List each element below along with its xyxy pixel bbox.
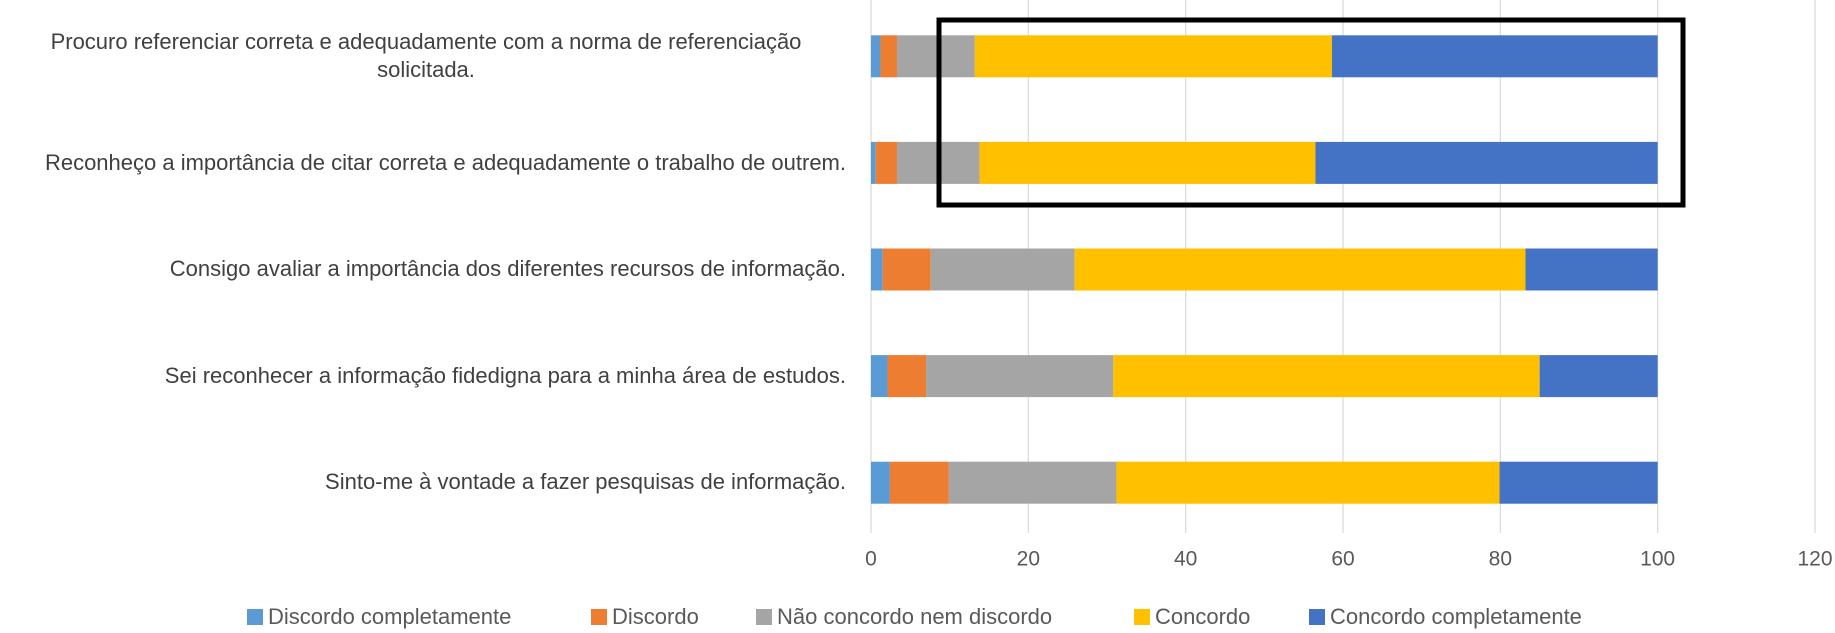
bar-segment (871, 35, 881, 78)
bar-segment (871, 461, 890, 504)
x-tick-label: 60 (1331, 548, 1354, 571)
legend-label: Concordo (1155, 604, 1250, 629)
bar-segment (930, 248, 1075, 291)
bar-segment (1525, 248, 1658, 291)
category-text: Sinto-me à vontade a fazer pesquisas de … (325, 469, 846, 495)
bar-segment (1331, 35, 1658, 78)
legend-swatch (1134, 609, 1150, 625)
bar-segment (896, 35, 975, 78)
category-text: Reconheço a importância de citar correta… (44, 149, 846, 175)
bar-segment (1499, 461, 1658, 504)
legend-swatch (1309, 609, 1325, 625)
category-text: Consigo avaliar a importância dos difere… (169, 256, 846, 282)
x-tick-label: 40 (1174, 548, 1197, 571)
bar-segment (1074, 248, 1526, 291)
x-tick-label: 120 (1797, 548, 1832, 571)
category-label: Procuro referenciar correta e adequadame… (6, 6, 846, 106)
bar-segment (974, 35, 1332, 78)
x-tick-label: 20 (1017, 548, 1040, 571)
bar-segment (871, 141, 876, 184)
bar-segment (926, 355, 1114, 398)
bar-segment (880, 35, 897, 78)
x-tick-label: 0 (865, 548, 877, 571)
category-text: Procuro referenciar correta e adequadame… (50, 28, 802, 83)
bar-segment (1315, 141, 1658, 184)
x-tick-label: 100 (1640, 548, 1675, 571)
bar-segment (1113, 355, 1540, 398)
category-text: Sei reconhecer a informação fidedigna pa… (164, 362, 846, 388)
legend-label: Concordo completamente (1330, 604, 1582, 629)
bar-segment (875, 141, 897, 184)
x-tick-label: 80 (1489, 548, 1512, 571)
category-label: Reconheço a importância de citar correta… (6, 113, 846, 213)
category-label: Sei reconhecer a informação fidedigna pa… (6, 326, 846, 426)
bar-segment (948, 461, 1117, 504)
bar-segment (871, 355, 888, 398)
legend-swatch (247, 609, 263, 625)
bar-segment (1539, 355, 1658, 398)
highlight-box (936, 17, 1686, 208)
bar-segment (871, 248, 883, 291)
legend-label: Discordo completamente (268, 604, 511, 629)
bar-segment (889, 461, 949, 504)
bar-segment (882, 248, 931, 291)
bar-segment (1116, 461, 1500, 504)
bar-segment (887, 355, 927, 398)
category-label: Sinto-me à vontade a fazer pesquisas de … (6, 433, 846, 533)
legend-swatch (756, 609, 772, 625)
bar-segment (979, 141, 1316, 184)
legend-label: Discordo (612, 604, 699, 629)
legend-swatch (591, 609, 607, 625)
category-label: Consigo avaliar a importância dos difere… (6, 220, 846, 320)
legend-label: Não concordo nem discordo (777, 604, 1052, 629)
